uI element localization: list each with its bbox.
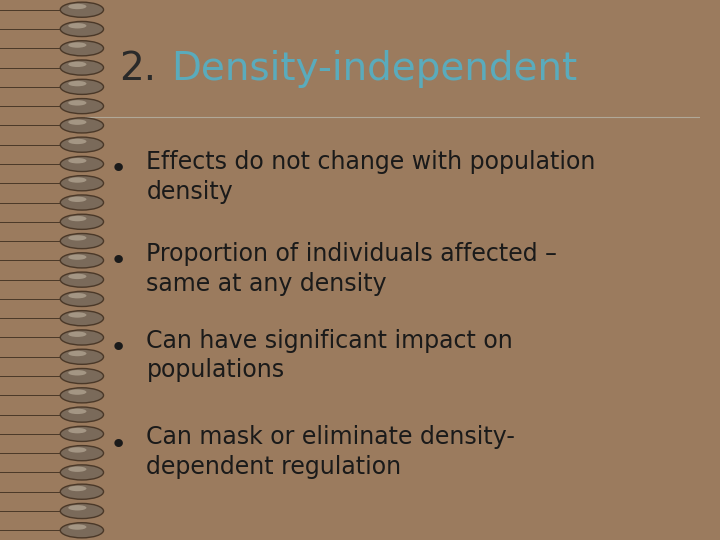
Ellipse shape: [60, 99, 104, 114]
Ellipse shape: [68, 254, 86, 260]
Ellipse shape: [68, 293, 86, 299]
Text: Can have significant impact on
populations: Can have significant impact on populatio…: [146, 329, 513, 382]
Ellipse shape: [60, 484, 104, 500]
Ellipse shape: [68, 428, 86, 433]
Ellipse shape: [68, 389, 86, 395]
Text: •: •: [109, 334, 127, 362]
Ellipse shape: [60, 118, 104, 133]
Ellipse shape: [68, 23, 86, 29]
Ellipse shape: [60, 310, 104, 326]
Ellipse shape: [68, 332, 86, 337]
Text: •: •: [109, 247, 127, 275]
Ellipse shape: [60, 272, 104, 287]
Ellipse shape: [68, 467, 86, 472]
Ellipse shape: [60, 407, 104, 422]
Ellipse shape: [60, 157, 104, 172]
Ellipse shape: [60, 40, 104, 56]
Ellipse shape: [68, 100, 86, 106]
Text: 2.: 2.: [119, 50, 156, 87]
Text: •: •: [109, 156, 127, 183]
Ellipse shape: [68, 486, 86, 491]
Ellipse shape: [60, 446, 104, 461]
Ellipse shape: [60, 503, 104, 518]
Ellipse shape: [68, 447, 86, 453]
Ellipse shape: [68, 274, 86, 279]
Ellipse shape: [68, 81, 86, 86]
Ellipse shape: [68, 177, 86, 183]
Ellipse shape: [68, 235, 86, 240]
Ellipse shape: [60, 195, 104, 210]
Ellipse shape: [60, 330, 104, 345]
Ellipse shape: [60, 388, 104, 403]
Ellipse shape: [60, 79, 104, 94]
Text: Effects do not change with population
density: Effects do not change with population de…: [146, 150, 596, 204]
Ellipse shape: [60, 22, 104, 37]
Ellipse shape: [68, 119, 86, 125]
Ellipse shape: [60, 2, 104, 17]
Ellipse shape: [68, 409, 86, 414]
Ellipse shape: [60, 176, 104, 191]
Text: Can mask or eliminate density-
dependent regulation: Can mask or eliminate density- dependent…: [146, 426, 516, 479]
Ellipse shape: [68, 370, 86, 375]
Ellipse shape: [60, 253, 104, 268]
Ellipse shape: [68, 62, 86, 67]
Ellipse shape: [68, 312, 86, 318]
Ellipse shape: [68, 139, 86, 144]
Ellipse shape: [68, 505, 86, 510]
Ellipse shape: [60, 465, 104, 480]
Ellipse shape: [68, 197, 86, 202]
Ellipse shape: [60, 214, 104, 230]
Ellipse shape: [68, 524, 86, 530]
Text: Density-independent: Density-independent: [171, 50, 577, 87]
Ellipse shape: [60, 60, 104, 75]
Ellipse shape: [68, 158, 86, 164]
Ellipse shape: [60, 426, 104, 441]
Ellipse shape: [68, 216, 86, 221]
Ellipse shape: [60, 292, 104, 307]
Ellipse shape: [60, 233, 104, 248]
Text: Proportion of individuals affected –
same at any density: Proportion of individuals affected – sam…: [146, 242, 557, 296]
Ellipse shape: [68, 351, 86, 356]
Ellipse shape: [68, 42, 86, 48]
Ellipse shape: [60, 523, 104, 538]
Ellipse shape: [60, 137, 104, 152]
Ellipse shape: [60, 368, 104, 383]
Ellipse shape: [68, 4, 86, 9]
Text: •: •: [109, 430, 127, 458]
Ellipse shape: [60, 349, 104, 364]
